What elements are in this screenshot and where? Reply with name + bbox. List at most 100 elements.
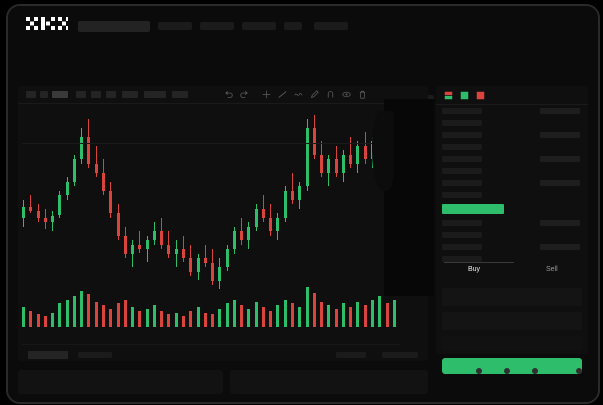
volume-bar: [145, 308, 149, 327]
order-price-input[interactable]: [442, 288, 582, 306]
pager-dot-1[interactable]: [448, 368, 454, 374]
assets-panel[interactable]: [230, 370, 428, 394]
timeframe-1m-button[interactable]: [26, 91, 36, 98]
orderbook-row[interactable]: [442, 180, 482, 186]
timeframe-1h-button[interactable]: [76, 91, 86, 98]
tab-sell[interactable]: Sell: [546, 266, 558, 273]
orderbook-row[interactable]: [442, 256, 482, 262]
orderbook-row[interactable]: [442, 132, 482, 138]
candle: [29, 195, 33, 214]
nav-item-earn[interactable]: [284, 22, 302, 30]
volume-bar: [102, 305, 105, 327]
orderbook-row[interactable]: [442, 156, 482, 162]
orderbook-row-amount: [540, 180, 580, 186]
chart-footer-tab-original[interactable]: [28, 351, 68, 359]
orderbook-asks-icon[interactable]: [476, 91, 485, 100]
candle-wick: [335, 145, 337, 178]
chart-footer-settings[interactable]: [382, 352, 418, 358]
orderbook-row[interactable]: [442, 168, 482, 174]
wave-icon[interactable]: [294, 90, 303, 99]
trendline-icon[interactable]: [278, 90, 287, 99]
candle: [349, 136, 353, 169]
pager-dot-5[interactable]: [576, 368, 582, 374]
candle-wick: [110, 181, 112, 218]
candle: [269, 204, 273, 236]
candle-wick: [212, 249, 213, 285]
orderbook[interactable]: [436, 104, 588, 320]
orderbook-current-price-row[interactable]: [442, 204, 504, 214]
okx-logo-icon[interactable]: [26, 17, 68, 30]
candle-wick: [233, 226, 235, 254]
candle-wick: [204, 244, 206, 267]
magnet-icon[interactable]: [326, 90, 335, 99]
orderbook-row[interactable]: [442, 232, 482, 238]
candle-wick: [132, 240, 133, 267]
nav-item-web3[interactable]: [314, 22, 348, 30]
orderbook-row[interactable]: [442, 192, 482, 198]
orderbook-and-order-form-panel[interactable]: Buy Sell: [436, 86, 588, 374]
volume-bar: [232, 299, 236, 327]
undo-icon[interactable]: [224, 90, 233, 99]
crosshair-icon[interactable]: [262, 90, 271, 99]
timeframe-more-button[interactable]: [122, 91, 138, 98]
candle: [341, 150, 345, 182]
candle-wick: [175, 240, 177, 267]
candle: [327, 154, 331, 187]
carousel-pager[interactable]: [436, 366, 588, 376]
candle-wick: [342, 150, 344, 182]
candle: [211, 249, 214, 285]
nav-item-derivatives[interactable]: [242, 22, 276, 30]
candle-wick: [73, 154, 75, 187]
volume-bar: [87, 294, 91, 327]
tab-buy[interactable]: Buy: [468, 266, 481, 273]
orderbook-bids-icon[interactable]: [460, 91, 469, 100]
eye-icon[interactable]: [342, 90, 351, 99]
nav-item-buy-crypto[interactable]: [78, 21, 150, 32]
candle-wick: [313, 114, 315, 160]
order-amount-input[interactable]: [442, 312, 582, 330]
volume-bar: [247, 308, 251, 327]
pager-dot-3[interactable]: [504, 368, 510, 374]
timeframe-5m-button[interactable]: [40, 91, 48, 98]
tablet-device-frame: Spot Trading: [6, 4, 600, 404]
pager-dot-4[interactable]: [532, 368, 538, 374]
candle-wick: [364, 132, 366, 164]
candle-wick: [37, 204, 39, 223]
open-orders-panel[interactable]: [18, 370, 223, 394]
volume-bar: [116, 303, 120, 327]
candle: [152, 222, 156, 245]
chart-footer-tab-depth[interactable]: [336, 352, 366, 358]
orderbook-row[interactable]: [442, 108, 482, 114]
orderbook-row[interactable]: [442, 120, 482, 126]
pager-dot-2[interactable]: [476, 368, 482, 374]
orderbook-row[interactable]: [442, 144, 482, 150]
volume-bar: [152, 305, 156, 327]
chart-plot-area[interactable]: [18, 103, 428, 361]
candle: [305, 119, 309, 191]
orderbook-row[interactable]: [442, 220, 482, 226]
chart-footer-tab-tradingview[interactable]: [78, 352, 112, 358]
timeframe-4h-button[interactable]: [91, 91, 101, 98]
volume-bar: [65, 299, 69, 327]
volume-bar: [269, 310, 273, 327]
orderbook-both-icon[interactable]: [444, 91, 453, 100]
redo-icon[interactable]: [240, 90, 249, 99]
nav-item-trade[interactable]: [200, 22, 234, 30]
price-chart-panel[interactable]: [18, 86, 428, 361]
timeframe-1d-button[interactable]: [106, 91, 116, 98]
orderbook-row[interactable]: [442, 244, 482, 250]
nav-item-markets[interactable]: [158, 22, 192, 30]
volume-bar: [370, 299, 374, 327]
candle: [254, 204, 258, 232]
indicator-button[interactable]: [144, 91, 166, 98]
candle: [283, 186, 287, 223]
candle-wick: [248, 222, 250, 250]
timeframe-15m-button[interactable]: [52, 91, 68, 98]
brush-icon[interactable]: [310, 90, 319, 99]
volume-bar: [240, 305, 244, 327]
candle: [181, 235, 185, 263]
chart-x-axis: [22, 344, 400, 345]
trash-icon[interactable]: [358, 90, 367, 99]
chart-type-button[interactable]: [172, 91, 188, 98]
candle: [312, 114, 316, 160]
